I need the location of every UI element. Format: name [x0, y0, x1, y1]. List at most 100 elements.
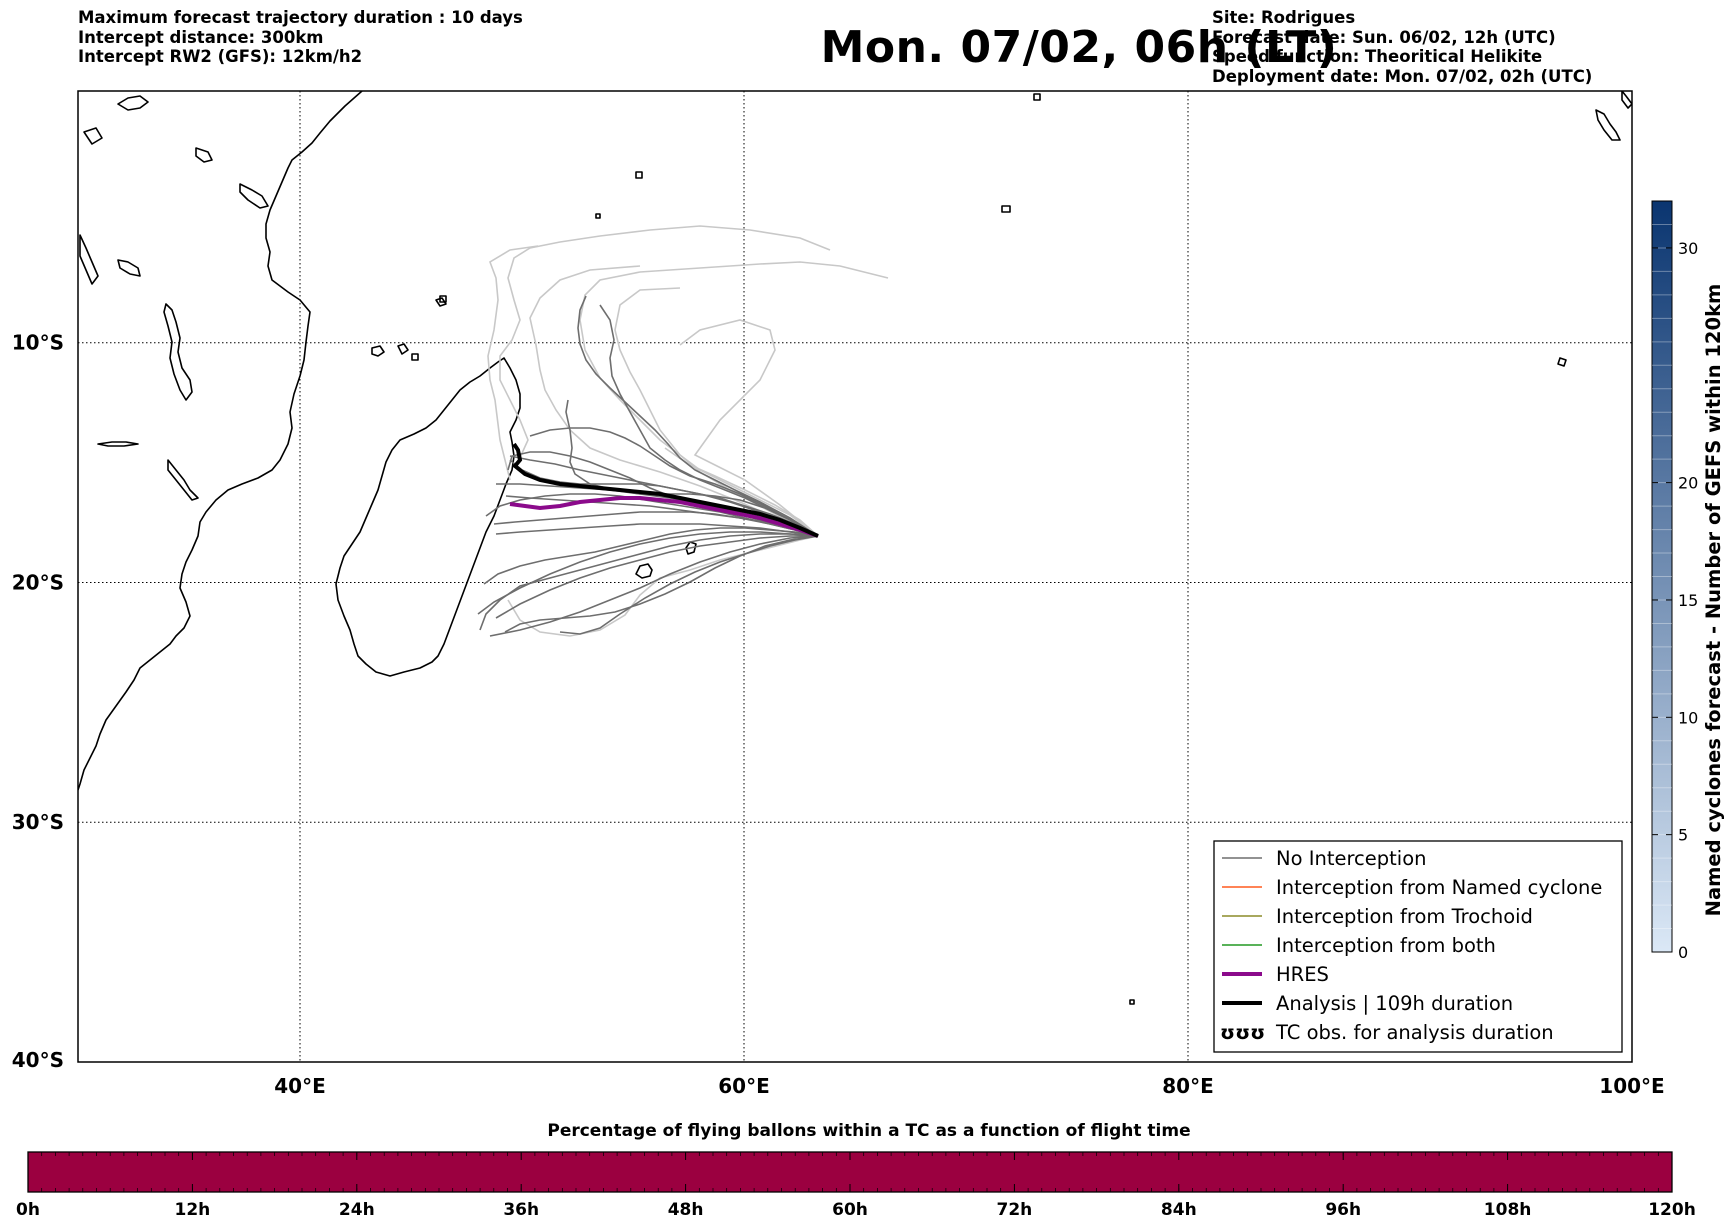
legend-label: Analysis | 109h duration	[1276, 992, 1513, 1015]
trajectory-no-interception	[479, 533, 819, 631]
percentage-bar-tick-label: 0h	[16, 1200, 40, 1220]
lake-outline	[239, 183, 269, 209]
info-line-intercept-rw2: Intercept RW2 (GFS): 12km/h2	[78, 47, 363, 66]
legend-label: Interception from Trochoid	[1276, 905, 1533, 928]
legend-label: TC obs. for analysis duration	[1275, 1021, 1554, 1044]
colorbar-label: Named cyclones forecast - Number of GEFS…	[1702, 284, 1725, 917]
lon-tick-label: 60°E	[718, 1074, 770, 1098]
forecast-parameters: Maximum forecast trajectory duration : 1…	[78, 8, 523, 67]
legend-item: Analysis | 109h duration	[1222, 992, 1513, 1015]
percentage-bar: Percentage of flying ballons within a TC…	[16, 1121, 1696, 1220]
trajectory-no-interception	[477, 531, 819, 615]
coastlines	[78, 91, 1632, 1005]
legend-label: No Interception	[1276, 847, 1427, 870]
percentage-bar-tick-label: 60h	[832, 1200, 868, 1220]
legend-item: Interception from Trochoid	[1222, 905, 1533, 928]
legend-item: ʊʊʊ TC obs. for analysis duration	[1220, 1021, 1554, 1044]
lat-tick-label: 30°S	[12, 810, 64, 834]
trajectory-analysis	[512, 442, 819, 538]
lake-outline	[97, 441, 139, 447]
island-outline	[1001, 205, 1011, 213]
trajectory-no-interception	[559, 535, 819, 635]
balloon-trajectories	[477, 225, 889, 637]
legend-box	[1213, 840, 1623, 1053]
lake-outline	[83, 127, 103, 145]
trajectory-no-interception	[579, 261, 889, 537]
island-outline	[1621, 91, 1632, 109]
percentage-bar-tick-label: 48h	[668, 1200, 704, 1220]
percentage-bar-tick-label: 108h	[1484, 1200, 1532, 1220]
island-outline	[1595, 109, 1621, 141]
island-outline	[439, 295, 447, 303]
africa-coastline	[78, 91, 363, 791]
reunion-island	[635, 563, 653, 579]
colorbar-tick-label: 5	[1678, 826, 1688, 845]
info-line-duration: Maximum forecast trajectory duration : 1…	[78, 8, 523, 27]
lat-tick-label: 10°S	[12, 331, 64, 355]
island-outline	[635, 171, 643, 179]
legend-item: HRES	[1222, 963, 1329, 986]
island-outline	[411, 353, 419, 361]
legend-item: No Interception	[1222, 847, 1427, 870]
colorbar: 0 5 10 15 20 30 Named cyclones forecast - Num…	[1651, 200, 1725, 962]
latitude-labels: 10°S 20°S 30°S 40°S	[12, 331, 64, 1072]
trajectory-no-interception	[495, 535, 818, 619]
trajectory-no-interception	[504, 535, 819, 633]
trajectory-no-interception	[499, 225, 831, 463]
trajectory-hres	[509, 496, 819, 538]
island-outline	[1557, 357, 1567, 367]
lat-tick-label: 20°S	[12, 570, 64, 594]
legend-label: HRES	[1276, 963, 1329, 986]
map-frame	[77, 90, 1633, 1063]
lake-outline	[195, 147, 213, 163]
percentage-bar-tick-label: 12h	[175, 1200, 211, 1220]
trajectory-no-interception	[483, 527, 819, 585]
info-line-deployment-date: Deployment date: Mon. 07/02, 02h (UTC)	[1212, 66, 1593, 86]
mauritius-island	[685, 541, 697, 555]
legend-item: Interception from both	[1222, 934, 1496, 957]
lake-outline	[167, 459, 199, 501]
percentage-bar-tick-label: 24h	[339, 1200, 375, 1220]
tc-obs-symbol: ʊʊʊ	[1220, 1021, 1265, 1044]
lake-outline	[163, 303, 193, 401]
lon-tick-label: 80°E	[1162, 1074, 1214, 1098]
trajectory-no-interception	[529, 427, 819, 537]
percentage-bar-tick-label: 96h	[1325, 1200, 1361, 1220]
percentage-bar-title: Percentage of flying ballons within a TC…	[547, 1121, 1190, 1141]
trajectory-no-interception	[664, 447, 819, 537]
legend-label: Interception from both	[1276, 934, 1496, 957]
lake-outline	[79, 234, 99, 285]
percentage-bar-tick-label: 84h	[1161, 1200, 1197, 1220]
lon-tick-label: 40°E	[274, 1074, 326, 1098]
trajectory-no-interception	[529, 265, 819, 537]
trajectory-no-interception	[599, 304, 819, 537]
island-outline	[371, 345, 385, 357]
colorbar-tick-label: 15	[1678, 591, 1698, 610]
colorbar-tick-label: 30	[1678, 239, 1698, 258]
colorbar-tick-label: 0	[1678, 943, 1688, 962]
island-outline	[1033, 93, 1041, 101]
trajectory-no-interception	[489, 535, 819, 637]
info-line-forecast-date: Forecast date: Sun. 06/02, 12h (UTC)	[1212, 27, 1556, 47]
legend: No Interception Interception from Named c…	[1213, 840, 1623, 1053]
legend-label: Interception from Named cyclone	[1276, 876, 1602, 899]
island-outline	[595, 213, 601, 219]
site-info: Site: Rodrigues Forecast date: Sun. 06/0…	[1212, 8, 1592, 86]
island-outline	[397, 343, 409, 355]
madagascar-coastline	[335, 357, 521, 677]
colorbar-tick-label: 20	[1678, 474, 1698, 493]
info-line-site: Site: Rodrigues	[1212, 8, 1356, 27]
lake-outline	[117, 95, 149, 111]
trajectory-no-interception	[577, 295, 819, 537]
info-line-intercept-distance: Intercept distance: 300km	[78, 27, 324, 47]
longitude-labels: 40°E 60°E 80°E 100°E	[274, 1074, 1664, 1098]
percentage-bar-tick-label: 120h	[1648, 1200, 1696, 1220]
lake-outline	[117, 259, 141, 277]
lon-tick-label: 100°E	[1599, 1074, 1664, 1098]
trajectory-no-interception	[495, 523, 819, 537]
legend-item: Interception from Named cyclone	[1222, 876, 1602, 899]
percentage-bar-tick-label: 72h	[997, 1200, 1033, 1220]
info-line-speed-function: Speed function: Theoritical Helikite	[1212, 47, 1543, 66]
island-outline	[1129, 999, 1135, 1005]
